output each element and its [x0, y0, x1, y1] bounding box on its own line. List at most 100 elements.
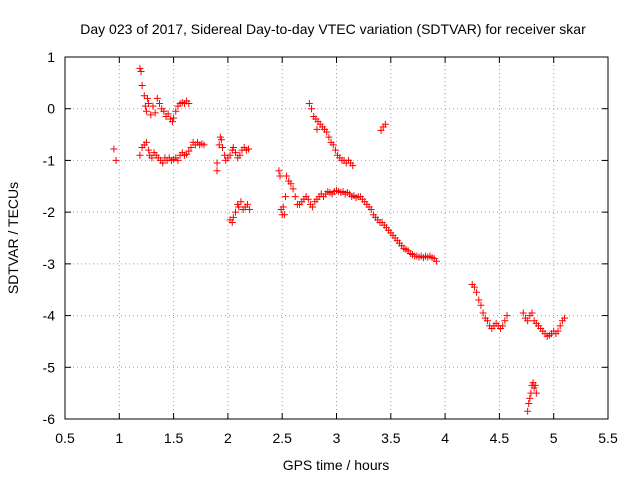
data-point — [305, 100, 313, 108]
data-point — [159, 159, 167, 167]
series-seg7 — [305, 100, 357, 170]
x-tick-label: 3 — [333, 430, 341, 446]
series-seg4 — [213, 133, 253, 175]
x-tick-label: 2.5 — [272, 430, 292, 446]
data-point — [329, 141, 337, 149]
data-point — [503, 312, 511, 320]
data-point — [229, 213, 237, 221]
data-point — [213, 159, 221, 167]
data-point — [381, 120, 389, 128]
x-tick-label: 2 — [224, 430, 232, 446]
data-point — [112, 156, 120, 164]
y-tick-label: -2 — [43, 204, 56, 220]
data-point — [501, 317, 509, 325]
data-point — [185, 100, 193, 108]
y-tick-label: 1 — [47, 49, 55, 65]
gridlines — [65, 57, 608, 419]
data-point — [367, 206, 375, 214]
data-point — [145, 146, 153, 154]
data-point — [160, 107, 168, 115]
x-tick-label: 5.5 — [598, 430, 618, 446]
series-seg11 — [524, 379, 540, 415]
data-point — [153, 94, 161, 102]
series-seg2 — [136, 64, 193, 126]
data-point — [169, 118, 177, 126]
data-point — [276, 172, 284, 180]
data-point — [483, 317, 491, 325]
x-tick-label: 3.5 — [381, 430, 401, 446]
data-point — [144, 94, 152, 102]
data-point — [479, 309, 487, 317]
data-point — [145, 100, 153, 108]
series-seg10 — [519, 309, 569, 340]
data-point — [470, 283, 478, 291]
series-seg5 — [226, 198, 254, 226]
data-point — [213, 167, 221, 175]
data-point — [243, 200, 251, 208]
data-point — [291, 193, 299, 201]
data-point — [323, 128, 331, 136]
x-tick-label: 1.5 — [164, 430, 184, 446]
data-point — [524, 317, 532, 325]
data-point — [138, 81, 146, 89]
data-point — [519, 309, 527, 317]
series-seg8 — [377, 120, 389, 134]
data-point — [245, 145, 253, 153]
x-axis-tick-labels: 0.5 1 1.5 2 2.5 3 3.5 4 4.5 5 5.5 — [55, 430, 618, 446]
data-point — [232, 149, 240, 157]
series-seg9 — [468, 281, 511, 332]
series-seg3 — [136, 138, 208, 167]
y-axis-label: SDTVAR / TECUs — [5, 182, 21, 294]
data-point — [170, 114, 178, 122]
data-point — [174, 156, 182, 164]
x-tick-label: 4.5 — [490, 430, 510, 446]
data-point — [561, 314, 569, 322]
data-point — [172, 107, 180, 115]
data-point — [331, 146, 339, 154]
data-point — [151, 109, 159, 117]
data-point — [524, 407, 532, 415]
data-points — [110, 64, 569, 415]
y-tick-label: -6 — [43, 411, 56, 427]
data-point — [275, 167, 283, 175]
data-point — [147, 111, 155, 119]
axis-ticks — [64, 56, 609, 420]
series-seg6 — [275, 167, 440, 265]
data-point — [525, 399, 533, 407]
data-point — [289, 185, 297, 193]
data-point — [218, 144, 226, 151]
data-point — [149, 102, 157, 110]
data-point — [217, 136, 225, 144]
x-tick-label: 4 — [441, 430, 449, 446]
data-point — [232, 208, 240, 216]
data-point — [279, 203, 287, 211]
data-point — [531, 381, 539, 389]
data-point — [432, 257, 440, 265]
y-tick-label: -4 — [43, 308, 56, 324]
y-tick-label: 0 — [47, 101, 55, 117]
data-point — [473, 288, 481, 296]
data-point — [110, 145, 118, 153]
data-point — [313, 125, 321, 133]
x-tick-label: 0.5 — [55, 430, 75, 446]
data-point — [528, 309, 536, 317]
data-point — [283, 172, 291, 180]
x-axis-label: GPS time / hours — [283, 457, 390, 473]
data-point — [499, 322, 507, 330]
data-point — [325, 133, 333, 141]
data-point — [556, 322, 564, 330]
data-point — [349, 162, 357, 170]
data-point — [309, 203, 317, 211]
x-tick-label: 5 — [550, 430, 558, 446]
data-point — [236, 151, 244, 159]
data-point — [226, 151, 234, 159]
data-point — [281, 193, 289, 201]
y-tick-label: -5 — [43, 359, 56, 375]
chart-title: Day 023 of 2017, Sidereal Day-to-day VTE… — [80, 21, 586, 37]
data-point — [308, 105, 316, 113]
data-point — [304, 195, 312, 203]
data-point — [526, 394, 534, 402]
data-point — [235, 203, 243, 211]
data-point — [185, 147, 193, 155]
